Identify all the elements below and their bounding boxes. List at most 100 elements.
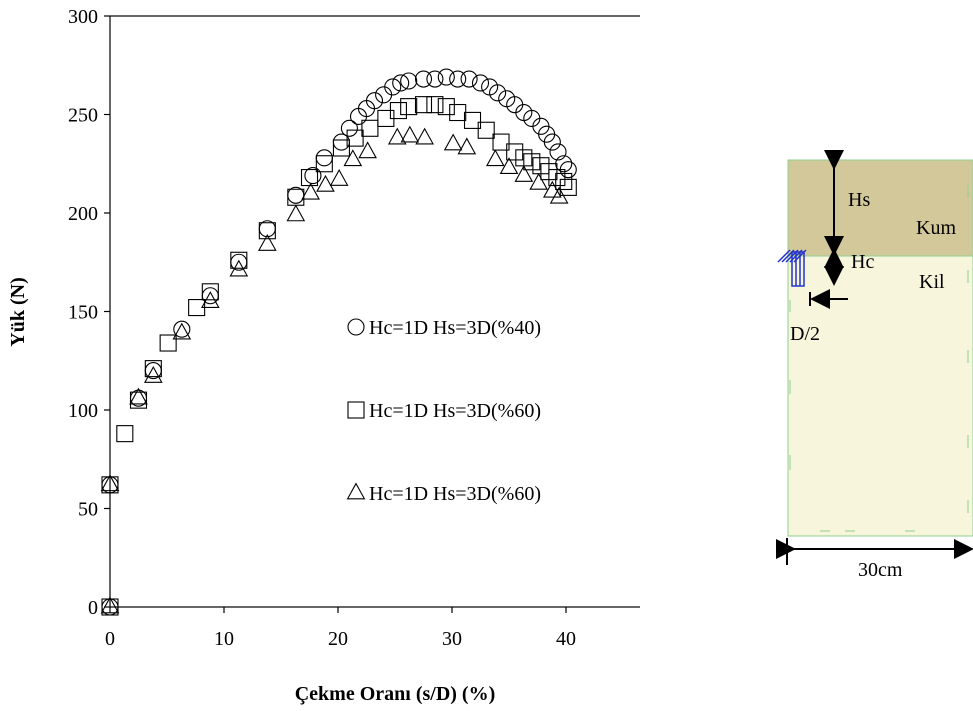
- legend: Hc=1D Hs=3D(%40) Hc=1D Hs=3D(%60) Hc=1D Hs…: [346, 317, 541, 505]
- width-label: 30cm: [858, 559, 903, 581]
- triangle-data-point: [172, 322, 192, 340]
- x-tick-label: 40: [556, 628, 576, 650]
- square-data-point: [101, 476, 119, 494]
- legend-label: Hc=1D Hs=3D(%40): [369, 317, 541, 339]
- circle-data-point: [173, 320, 191, 338]
- circle-data-point: [392, 74, 410, 92]
- legend-label: Hc=1D Hs=3D(%60): [369, 400, 541, 422]
- triangle-data-point: [457, 137, 477, 155]
- square-data-point: [101, 598, 119, 616]
- square-data-point: [346, 129, 364, 147]
- hc-label: Hc: [851, 251, 874, 273]
- legend-label: Hc=1D Hs=3D(%60): [369, 483, 541, 505]
- circle-data-point: [414, 70, 433, 88]
- kil-label: Kil: [919, 271, 945, 293]
- triangle-data-point: [143, 365, 163, 383]
- triangle-data-point: [301, 182, 320, 200]
- square-data-point: [506, 143, 524, 161]
- square-data-point: [258, 222, 276, 240]
- circle-data-point: [437, 68, 455, 86]
- square-data-point: [129, 391, 148, 409]
- triangle-data-point: [100, 596, 120, 614]
- boundary-ticks: [789, 185, 969, 532]
- y-tick-label: 250: [68, 105, 98, 127]
- circle-data-point: [365, 92, 384, 110]
- triangle-data-point: [316, 174, 335, 192]
- hs-label: Hs: [848, 189, 870, 211]
- triangle-data-point: [229, 259, 249, 277]
- triangle-data-point: [200, 291, 220, 308]
- x-tick-label: 0: [105, 628, 115, 650]
- d-half-dimension-arrow: [809, 289, 848, 309]
- square-data-point: [477, 121, 495, 139]
- series-triangle: [100, 125, 569, 614]
- square-data-point: [201, 283, 219, 301]
- square-data-point: [555, 172, 573, 191]
- square-data-point: [389, 102, 407, 120]
- square-data-point: [437, 98, 455, 116]
- square-data-point: [426, 96, 444, 114]
- x-tick-label: 20: [328, 628, 348, 650]
- circle-data-point: [549, 143, 567, 161]
- square-data-point: [332, 139, 350, 157]
- triangle-data-point: [514, 165, 534, 182]
- triangle-data-point: [485, 149, 505, 167]
- square-data-point: [144, 360, 162, 378]
- circle-data-point: [304, 167, 322, 185]
- circle-data-point: [426, 70, 444, 88]
- circle-data-point: [543, 133, 561, 151]
- legend-square-icon: [347, 401, 365, 419]
- y-tick-label: 200: [68, 203, 98, 225]
- triangle-data-point: [286, 204, 306, 222]
- circle-data-point: [400, 72, 418, 90]
- triangle-data-point: [343, 149, 363, 167]
- data-series: [100, 68, 577, 616]
- square-data-point: [492, 133, 510, 151]
- kum-label: Kum: [916, 217, 956, 239]
- circle-data-point: [489, 84, 507, 102]
- sand-layer: [787, 159, 973, 257]
- triangle-data-point: [329, 168, 349, 186]
- triangle-data-point: [100, 474, 120, 492]
- y-tick-label: 150: [68, 302, 98, 324]
- y-tick-label: 300: [68, 6, 98, 28]
- square-data-point: [548, 168, 566, 187]
- triangle-data-point: [400, 125, 420, 143]
- triangle-data-point: [129, 387, 148, 405]
- square-data-point: [400, 98, 418, 116]
- x-axis: 01020304050: [105, 607, 576, 650]
- triangle-data-point: [529, 172, 548, 190]
- triangle-data-point: [542, 180, 562, 198]
- x-axis-title: Çekme Oranı (s/D) (%): [295, 683, 496, 705]
- triangle-data-point: [358, 141, 377, 159]
- square-data-point: [315, 155, 333, 173]
- circle-data-point: [340, 119, 358, 137]
- circle-data-point: [384, 78, 402, 96]
- legend-triangle-icon: [346, 482, 366, 500]
- square-data-point: [414, 96, 433, 114]
- triangle-data-point: [257, 233, 277, 251]
- anchor-plate: [777, 249, 807, 287]
- width-dimension-arrow: [776, 538, 973, 565]
- square-data-point: [463, 111, 482, 129]
- legend-circle-icon: [347, 318, 365, 336]
- circle-data-point: [460, 70, 478, 88]
- y-tick-label: 0: [88, 597, 98, 619]
- square-data-point: [523, 153, 541, 171]
- x-tick-label: 30: [442, 628, 462, 650]
- d-half-label: D/2: [790, 323, 820, 345]
- y-axis-title: Yük (N): [7, 277, 29, 346]
- square-data-point: [116, 425, 134, 443]
- triangle-data-point: [443, 133, 463, 151]
- triangle-data-point: [499, 157, 519, 175]
- triangle-data-point: [549, 186, 569, 204]
- load-displacement-chart: 0 10 20 30 40 50 0 50 100 150 200 250 300 Hc=1D Hs=…: [7, 6, 640, 705]
- y-tick-label: 100: [68, 400, 98, 422]
- circle-data-point: [471, 74, 490, 92]
- square-data-point: [230, 251, 248, 269]
- square-data-point: [159, 334, 177, 352]
- square-data-point: [361, 119, 379, 137]
- y-axis: 0 50 100 150 200 250 300: [68, 6, 110, 619]
- x-tick-label: 10: [214, 628, 234, 650]
- circle-data-point: [449, 70, 467, 88]
